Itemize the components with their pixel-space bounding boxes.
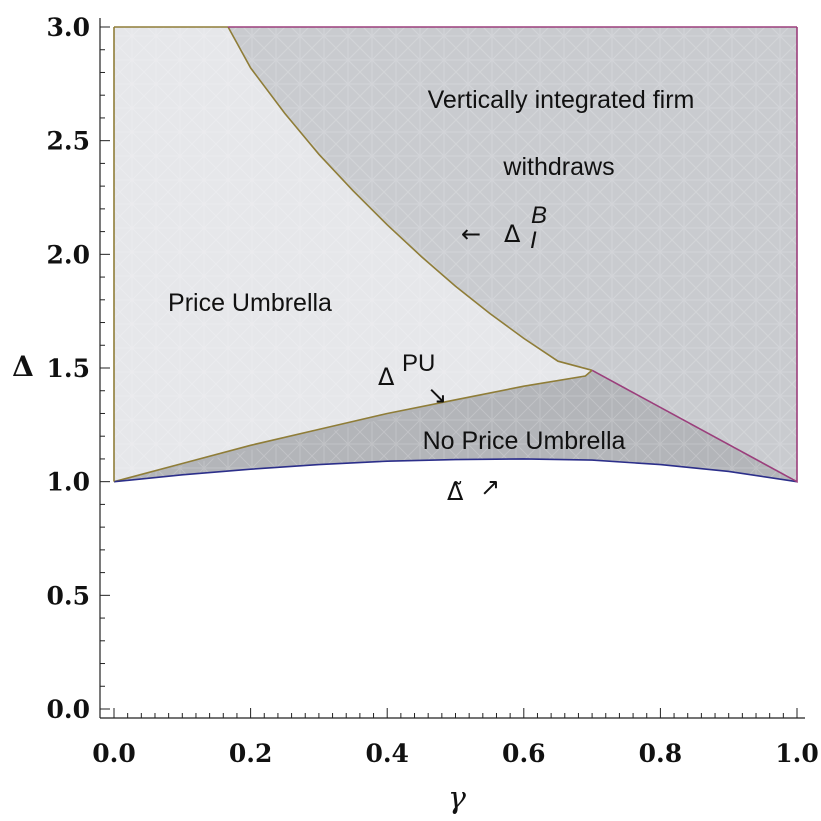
y-tick-label: 1.5 [47, 354, 91, 383]
curve-label-delta-tilde-symbol: Δ̃ [447, 478, 464, 506]
curve-label-delta-i-b-sup: B [531, 202, 547, 229]
curve-label-delta-tilde: Δ̃ ↗ [447, 473, 500, 506]
y-tick-label: 0.0 [47, 695, 91, 724]
x-tick-label: 0.2 [229, 739, 273, 768]
curve-label-delta-pu-sup: PU [402, 350, 435, 377]
curve-label-delta-i-b: ← Δ B I [461, 202, 547, 254]
region-label-withdraws-line1: Vertically integrated firm [428, 86, 695, 114]
region-label-withdraws-line2: withdraws [502, 153, 614, 181]
y-tick-label: 2.5 [47, 127, 91, 156]
x-tick-label: 0.0 [92, 739, 136, 768]
y-tick-label: 2.0 [47, 240, 91, 269]
curve-delta-tilde [113, 458, 798, 483]
curve-label-delta-pu-symbol: Δ [378, 363, 395, 391]
x-axis-title: γ [448, 781, 466, 816]
x-tick-label: 0.8 [639, 739, 683, 768]
x-tick-label: 0.6 [502, 739, 546, 768]
curves [113, 26, 798, 484]
y-tick-label: 1.0 [47, 468, 91, 497]
tick-labels: 0.0 0.2 0.4 0.6 0.8 1.0 0.0 0.5 1.0 1.5 2.0 2.5 3.0 [47, 13, 819, 768]
curve-label-delta-i-b-symbol: Δ [504, 220, 521, 248]
region-label-price-umbrella: Price Umbrella [168, 289, 332, 317]
region-mesh [114, 27, 797, 482]
y-tick-label: 3.0 [47, 13, 91, 42]
x-tick-label: 1.0 [775, 739, 819, 768]
curve-delta-i-b [227, 26, 593, 372]
mesh-overlay [114, 27, 797, 482]
y-tick-label: 0.5 [47, 581, 91, 610]
curve-label-delta-tilde-arrow: ↗ [480, 473, 500, 501]
curve-label-delta-i-b-sub: I [530, 227, 537, 254]
y-axis-title: Δ [12, 350, 34, 383]
curve-delta-pu [113, 369, 593, 483]
x-tick-label: 0.4 [365, 739, 409, 768]
curve-upper-boundary [591, 27, 798, 484]
region-label-no-price-umbrella: No Price Umbrella [423, 427, 626, 455]
ticks [100, 26, 798, 718]
curve-label-delta-pu: Δ PU ↘ [378, 350, 447, 409]
curve-label-delta-i-b-arrow: ← [461, 220, 481, 248]
curve-label-delta-pu-arrow: ↘ [427, 381, 447, 409]
